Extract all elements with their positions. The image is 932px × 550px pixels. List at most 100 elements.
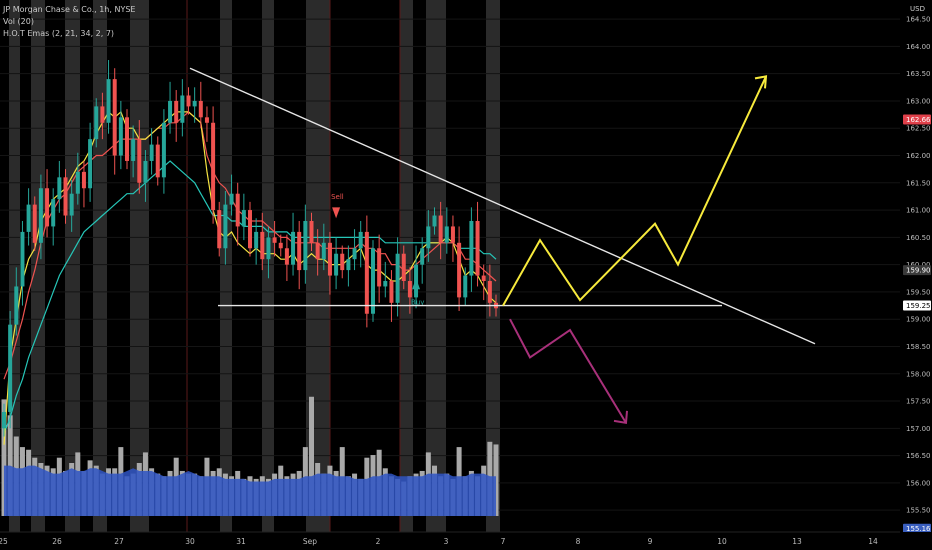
time-tick-label: 13 bbox=[792, 537, 802, 546]
candle-body bbox=[14, 286, 19, 325]
price-tick-label: 156.00 bbox=[906, 479, 931, 487]
candle-body bbox=[352, 248, 357, 260]
currency-label: USD bbox=[910, 5, 925, 13]
candle-body bbox=[161, 122, 166, 178]
price-tick-label: 159.00 bbox=[906, 316, 931, 324]
candle-body bbox=[444, 226, 449, 243]
candle-body bbox=[155, 144, 160, 178]
candle-body bbox=[186, 95, 191, 107]
time-tick-label: Sep bbox=[303, 537, 317, 546]
candle-body bbox=[364, 231, 369, 314]
time-tick-label: 8 bbox=[576, 537, 581, 546]
session-shade bbox=[31, 0, 45, 532]
candle-body bbox=[321, 242, 326, 260]
time-tick-label: 30 bbox=[185, 537, 195, 546]
candle-body bbox=[106, 79, 111, 123]
candle-body bbox=[45, 188, 50, 227]
candle-body bbox=[100, 106, 105, 123]
session-shade bbox=[400, 0, 413, 532]
bullish-arrowhead bbox=[754, 75, 768, 89]
candle-body bbox=[26, 204, 31, 232]
price-tag-label: 159.90 bbox=[906, 267, 931, 275]
volume-bar bbox=[309, 396, 314, 516]
candle-body bbox=[131, 139, 136, 161]
time-tick-label: 14 bbox=[868, 537, 878, 546]
sell-signal-label: Sell bbox=[331, 193, 344, 201]
candle-body bbox=[174, 100, 179, 123]
volume-legend: Vol (20) bbox=[3, 17, 34, 26]
sell-signal-arrow bbox=[332, 207, 341, 219]
price-tick-label: 160.50 bbox=[906, 234, 931, 242]
price-tag-label: 155.16 bbox=[906, 525, 931, 533]
session-shade bbox=[65, 0, 80, 532]
buy-signal-label: Buy bbox=[411, 298, 424, 306]
candle-body bbox=[20, 231, 25, 287]
candle-body bbox=[248, 210, 252, 249]
candle-body bbox=[118, 117, 123, 156]
price-tick-label: 164.50 bbox=[906, 16, 931, 24]
time-tick-label: 25 bbox=[0, 537, 8, 546]
time-tick-label: 2 bbox=[376, 537, 381, 546]
session-shade bbox=[426, 0, 446, 532]
price-tick-label: 163.50 bbox=[906, 70, 931, 78]
candle-body bbox=[137, 139, 142, 183]
bullish-projection-path[interactable] bbox=[502, 75, 767, 307]
candle-body bbox=[487, 281, 492, 303]
candle-body bbox=[223, 204, 228, 249]
candle-body bbox=[8, 324, 13, 412]
price-tick-label: 157.00 bbox=[906, 425, 931, 433]
candle-body bbox=[278, 242, 283, 249]
candle-body bbox=[272, 237, 277, 243]
session-shade bbox=[220, 0, 232, 532]
candle-body bbox=[334, 253, 339, 276]
chart-title: JP Morgan Chase & Co., 1h, NYSE bbox=[3, 5, 136, 14]
price-tick-label: 156.50 bbox=[906, 452, 931, 460]
price-tag bbox=[903, 265, 931, 276]
bearish-projection-path[interactable] bbox=[509, 318, 627, 424]
price-tick-label: 158.50 bbox=[906, 343, 931, 351]
session-shade bbox=[9, 0, 20, 532]
candle-body bbox=[235, 193, 240, 227]
candle-body bbox=[340, 253, 345, 271]
candle-body bbox=[125, 117, 129, 161]
candle-body bbox=[297, 231, 302, 271]
candle-body bbox=[389, 281, 394, 303]
candle-body bbox=[450, 226, 455, 243]
candle-body bbox=[395, 253, 400, 303]
ema-legend: H.O.T Emas (2, 21, 34, 2, 7) bbox=[3, 29, 115, 38]
candle-body bbox=[2, 411, 6, 429]
candle-body bbox=[217, 210, 222, 249]
candle-body bbox=[168, 100, 173, 123]
candle-body bbox=[475, 220, 480, 276]
candle-body bbox=[401, 253, 406, 282]
volume-ma-area bbox=[4, 465, 496, 516]
candle-body bbox=[180, 95, 185, 123]
candle-body bbox=[377, 248, 382, 287]
time-tick-label: 31 bbox=[236, 537, 246, 546]
candle-body bbox=[198, 100, 203, 118]
price-tick-label: 159.50 bbox=[906, 288, 931, 296]
candle-body bbox=[229, 193, 234, 205]
candle-body bbox=[309, 220, 314, 243]
candle-body bbox=[284, 248, 289, 265]
candle-body bbox=[38, 188, 43, 243]
candle-body bbox=[94, 106, 99, 140]
time-tick-label: 27 bbox=[114, 537, 124, 546]
candle-body bbox=[143, 160, 148, 183]
descending-trendline[interactable] bbox=[189, 67, 816, 345]
candle-body bbox=[266, 237, 271, 260]
price-tick-label: 163.00 bbox=[906, 97, 931, 105]
candle-body bbox=[32, 204, 37, 243]
candle-body bbox=[420, 248, 425, 265]
candle-body bbox=[438, 215, 443, 243]
candle-body bbox=[291, 231, 296, 265]
candle-body bbox=[358, 231, 363, 249]
candle-body bbox=[112, 79, 117, 156]
candle-body bbox=[88, 139, 93, 189]
candle-body bbox=[371, 248, 375, 314]
candle-body bbox=[303, 220, 308, 271]
candle-body bbox=[254, 231, 259, 249]
candle-body bbox=[149, 144, 154, 161]
